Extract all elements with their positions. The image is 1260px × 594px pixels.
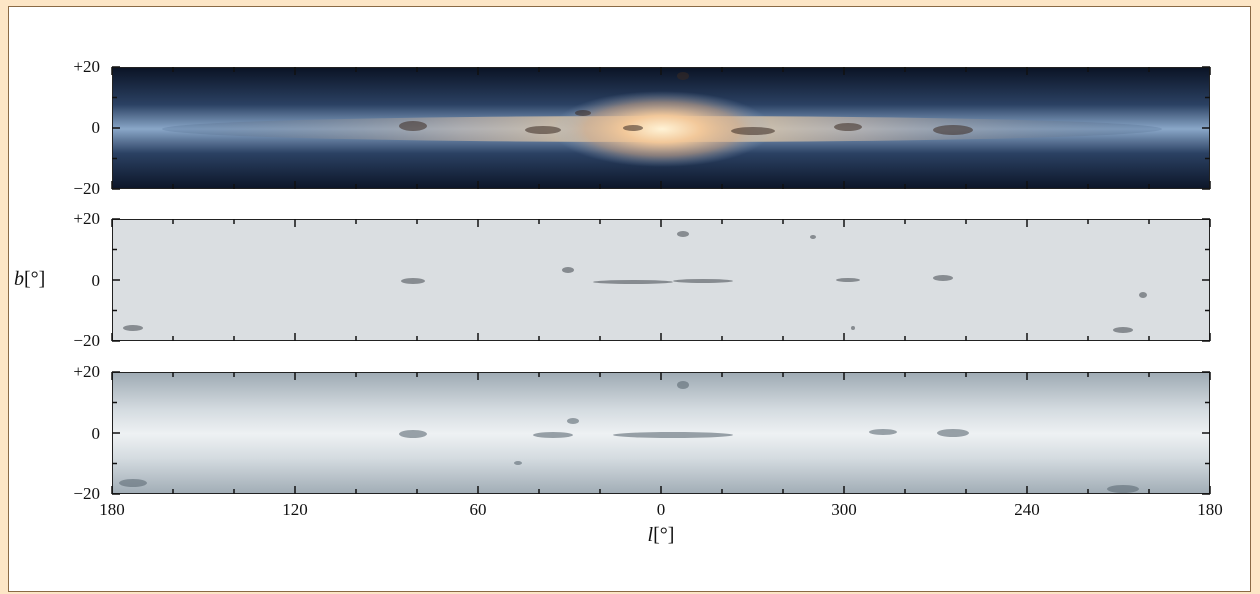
y-tick-label: +20 [73, 362, 100, 381]
y-tick-label: +20 [73, 209, 100, 228]
y-axis-unit: [°] [24, 268, 46, 290]
y-tick-label: −20 [73, 331, 100, 350]
x-axis-label: l[°] [648, 524, 675, 547]
x-tick-label: 180 [99, 500, 125, 519]
x-axis-unit: [°] [653, 524, 675, 546]
y-tick-label: 0 [91, 271, 101, 290]
x-tick-label: 180 [1197, 500, 1223, 519]
y-tick-label: −20 [73, 484, 100, 503]
x-axis-symbol: l [647, 524, 654, 546]
x-tick-label: 120 [282, 500, 308, 519]
y-tick-label: +20 [73, 57, 100, 76]
y-axis-symbol: b [14, 268, 24, 290]
x-tick-label: 240 [1014, 500, 1040, 519]
y-tick-label: −20 [73, 179, 100, 198]
y-axis-label: b[°] [14, 268, 45, 291]
extinction-sky-map [112, 372, 1210, 494]
y-tick-label: 0 [91, 118, 101, 137]
y-tick-label: 0 [91, 424, 101, 443]
x-tick-label: 300 [831, 500, 857, 519]
x-tick-label: 60 [469, 500, 487, 519]
grey-sky-map [112, 219, 1210, 341]
x-tick-label: 0 [656, 500, 666, 519]
color-sky-map [112, 67, 1210, 189]
